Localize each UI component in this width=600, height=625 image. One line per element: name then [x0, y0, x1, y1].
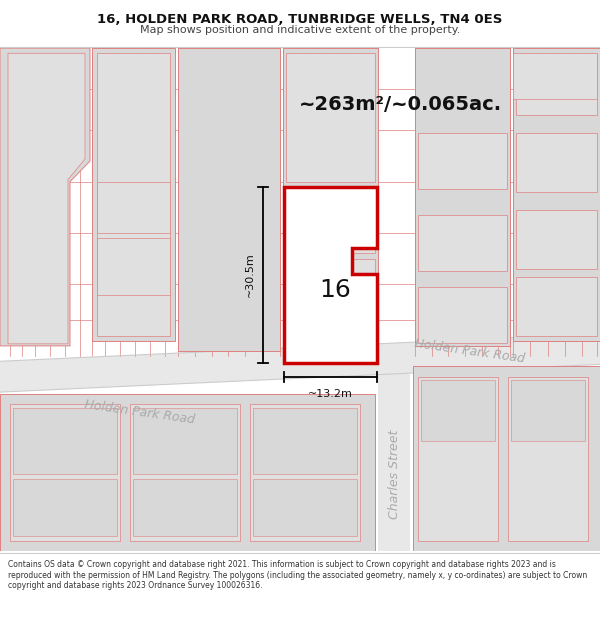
Polygon shape	[253, 479, 357, 536]
Polygon shape	[418, 288, 507, 342]
Polygon shape	[10, 404, 120, 541]
Text: Map shows position and indicative extent of the property.: Map shows position and indicative extent…	[140, 24, 460, 34]
Text: Holden Park Road: Holden Park Road	[414, 337, 526, 365]
Polygon shape	[97, 182, 170, 233]
Polygon shape	[286, 53, 375, 182]
Polygon shape	[97, 53, 170, 336]
Polygon shape	[13, 479, 117, 536]
Polygon shape	[133, 479, 237, 536]
Polygon shape	[13, 408, 117, 474]
Polygon shape	[513, 53, 597, 99]
Text: Charles Street: Charles Street	[389, 429, 401, 519]
Polygon shape	[133, 408, 237, 474]
Text: ~13.2m: ~13.2m	[308, 389, 353, 399]
Polygon shape	[421, 380, 495, 441]
Polygon shape	[97, 238, 170, 294]
Text: ~30.5m: ~30.5m	[245, 253, 255, 298]
Polygon shape	[511, 380, 585, 441]
Polygon shape	[286, 259, 375, 320]
Polygon shape	[415, 48, 510, 346]
Polygon shape	[516, 277, 597, 336]
Text: ~263m²/~0.065ac.: ~263m²/~0.065ac.	[298, 95, 502, 114]
Polygon shape	[130, 404, 240, 541]
Polygon shape	[283, 48, 378, 356]
Text: Contains OS data © Crown copyright and database right 2021. This information is : Contains OS data © Crown copyright and d…	[8, 560, 587, 590]
Polygon shape	[0, 394, 375, 551]
Polygon shape	[0, 48, 90, 346]
Polygon shape	[250, 404, 360, 541]
Polygon shape	[418, 133, 507, 189]
Polygon shape	[8, 53, 85, 344]
Polygon shape	[92, 48, 175, 341]
Polygon shape	[508, 377, 588, 541]
Polygon shape	[178, 48, 280, 351]
Polygon shape	[516, 211, 597, 269]
Polygon shape	[253, 408, 357, 474]
Polygon shape	[516, 56, 597, 115]
Polygon shape	[418, 377, 498, 541]
Text: Holden Park Road: Holden Park Road	[84, 399, 196, 427]
Polygon shape	[418, 216, 507, 271]
Polygon shape	[516, 133, 597, 192]
Polygon shape	[413, 366, 600, 551]
Polygon shape	[286, 187, 375, 254]
Polygon shape	[378, 373, 410, 551]
Polygon shape	[513, 48, 600, 341]
Polygon shape	[0, 334, 600, 392]
Text: 16: 16	[320, 279, 352, 302]
Polygon shape	[284, 187, 377, 363]
Text: 16, HOLDEN PARK ROAD, TUNBRIDGE WELLS, TN4 0ES: 16, HOLDEN PARK ROAD, TUNBRIDGE WELLS, T…	[97, 14, 503, 26]
